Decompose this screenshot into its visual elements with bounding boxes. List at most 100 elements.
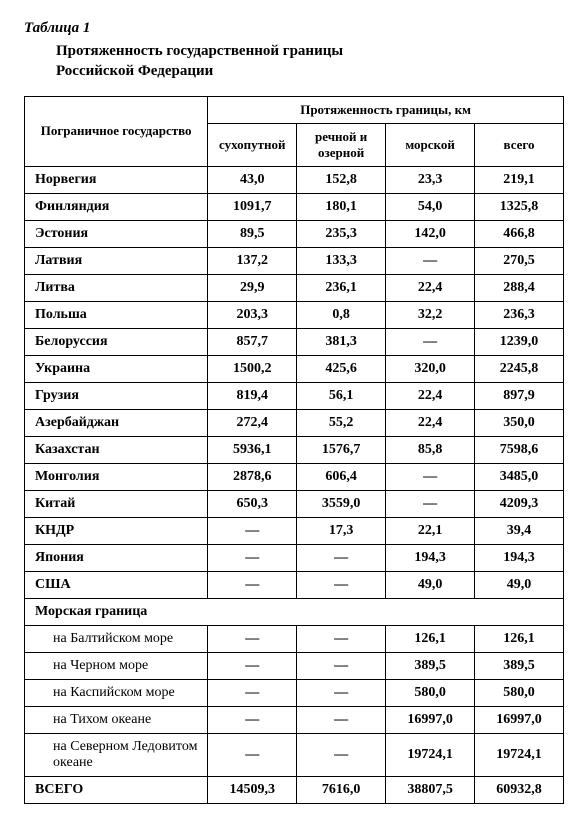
cell-total: 49,0: [475, 571, 564, 598]
cell-sea: 22,4: [386, 274, 475, 301]
cell-total: 580,0: [475, 679, 564, 706]
table-row: Польша203,30,832,2236,3: [25, 301, 564, 328]
cell-river: —: [297, 733, 386, 776]
cell-total: 39,4: [475, 517, 564, 544]
cell-river: 1576,7: [297, 436, 386, 463]
table-row: Норвегия43,0152,823,3219,1: [25, 166, 564, 193]
cell-land: —: [208, 679, 297, 706]
cell-land: 89,5: [208, 220, 297, 247]
cell-sea: 19724,1: [386, 733, 475, 776]
cell-river: 425,6: [297, 355, 386, 382]
cell-river: —: [297, 706, 386, 733]
header-sea: морской: [386, 123, 475, 166]
cell-river: 55,2: [297, 409, 386, 436]
cell-total: 4209,3: [475, 490, 564, 517]
header-group: Протяженность границы, км: [208, 96, 564, 123]
cell-country: на Балтийском море: [25, 625, 208, 652]
cell-country: на Тихом океане: [25, 706, 208, 733]
cell-river: 180,1: [297, 193, 386, 220]
total-river: 7616,0: [297, 776, 386, 803]
cell-land: 819,4: [208, 382, 297, 409]
cell-land: 5936,1: [208, 436, 297, 463]
cell-country: Китай: [25, 490, 208, 517]
cell-land: 857,7: [208, 328, 297, 355]
section-row: Морская граница: [25, 598, 564, 625]
cell-sea: —: [386, 247, 475, 274]
title-line-2: Российской Федерации: [56, 63, 213, 79]
cell-country: Латвия: [25, 247, 208, 274]
cell-land: —: [208, 517, 297, 544]
cell-total: 1325,8: [475, 193, 564, 220]
table-row: на Черном море——389,5389,5: [25, 652, 564, 679]
total-row: ВСЕГО14509,37616,038807,560932,8: [25, 776, 564, 803]
cell-sea: 22,1: [386, 517, 475, 544]
cell-land: 1091,7: [208, 193, 297, 220]
cell-total: 7598,6: [475, 436, 564, 463]
cell-sea: 16997,0: [386, 706, 475, 733]
cell-river: —: [297, 544, 386, 571]
cell-country: Монголия: [25, 463, 208, 490]
cell-land: 43,0: [208, 166, 297, 193]
header-country: Пограничное государство: [25, 96, 208, 166]
cell-total: 270,5: [475, 247, 564, 274]
cell-land: —: [208, 571, 297, 598]
table-row: США——49,049,0: [25, 571, 564, 598]
section-header: Морская граница: [25, 598, 564, 625]
cell-total: 194,3: [475, 544, 564, 571]
table-row: Эстония89,5235,3142,0466,8: [25, 220, 564, 247]
cell-total: 3485,0: [475, 463, 564, 490]
cell-sea: 126,1: [386, 625, 475, 652]
cell-sea: 49,0: [386, 571, 475, 598]
total-total: 60932,8: [475, 776, 564, 803]
table-row: Белоруссия857,7381,3—1239,0: [25, 328, 564, 355]
cell-total: 288,4: [475, 274, 564, 301]
cell-total: 16997,0: [475, 706, 564, 733]
cell-sea: 22,4: [386, 382, 475, 409]
cell-sea: 32,2: [386, 301, 475, 328]
table-row: на Каспийском море——580,0580,0: [25, 679, 564, 706]
cell-sea: 194,3: [386, 544, 475, 571]
table-row: Япония——194,3194,3: [25, 544, 564, 571]
cell-river: —: [297, 571, 386, 598]
table-row: Грузия819,456,122,4897,9: [25, 382, 564, 409]
cell-total: 236,3: [475, 301, 564, 328]
table-row: Украина1500,2425,6320,02245,8: [25, 355, 564, 382]
cell-total: 219,1: [475, 166, 564, 193]
cell-river: 152,8: [297, 166, 386, 193]
cell-country: Азербайджан: [25, 409, 208, 436]
cell-country: Казахстан: [25, 436, 208, 463]
cell-country: Грузия: [25, 382, 208, 409]
table-row: Финляндия1091,7180,154,01325,8: [25, 193, 564, 220]
border-length-table: Пограничное государство Протяженность гр…: [24, 96, 564, 804]
table-title: Протяженность государственной границы Ро…: [56, 41, 564, 82]
table-row: на Северном Ледовитом океане——19724,1197…: [25, 733, 564, 776]
cell-river: 133,3: [297, 247, 386, 274]
cell-river: —: [297, 625, 386, 652]
cell-land: 1500,2: [208, 355, 297, 382]
cell-total: 1239,0: [475, 328, 564, 355]
cell-land: —: [208, 544, 297, 571]
total-sea: 38807,5: [386, 776, 475, 803]
table-row: Казахстан5936,11576,785,87598,6: [25, 436, 564, 463]
cell-sea: 54,0: [386, 193, 475, 220]
table-row: Монголия2878,6606,4—3485,0: [25, 463, 564, 490]
cell-total: 897,9: [475, 382, 564, 409]
table-row: на Тихом океане——16997,016997,0: [25, 706, 564, 733]
cell-sea: 320,0: [386, 355, 475, 382]
cell-country: Эстония: [25, 220, 208, 247]
table-row: Латвия137,2133,3—270,5: [25, 247, 564, 274]
title-line-1: Протяженность государственной границы: [56, 43, 343, 59]
table-caption: Таблица 1: [24, 20, 564, 37]
cell-land: —: [208, 733, 297, 776]
cell-river: 381,3: [297, 328, 386, 355]
cell-total: 466,8: [475, 220, 564, 247]
cell-country: КНДР: [25, 517, 208, 544]
cell-country: Литва: [25, 274, 208, 301]
cell-country: Польша: [25, 301, 208, 328]
cell-sea: —: [386, 490, 475, 517]
total-label: ВСЕГО: [25, 776, 208, 803]
cell-land: 272,4: [208, 409, 297, 436]
cell-river: 17,3: [297, 517, 386, 544]
cell-sea: 142,0: [386, 220, 475, 247]
cell-country: США: [25, 571, 208, 598]
